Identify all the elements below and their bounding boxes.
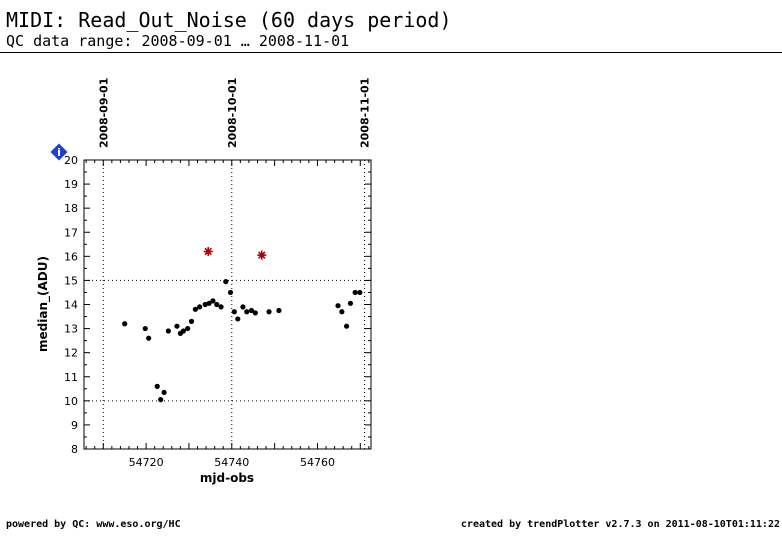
data-point (154, 383, 160, 389)
data-point (357, 289, 363, 296)
data-point (188, 318, 195, 324)
x-tick-label: 54740 (214, 456, 249, 469)
date-marker-label: 2008-10-01 (226, 78, 239, 148)
data-point (142, 325, 148, 332)
footer-powered-by: powered by QC: www.eso.org/HC (6, 519, 181, 530)
y-axis-label: median_(ADU) (36, 256, 51, 352)
data-point (347, 300, 354, 306)
data-point (158, 397, 164, 403)
data-point (352, 289, 358, 296)
date-marker-layer: 2008-09-01 2008-10-01 2008-11-01 (97, 78, 372, 449)
y-tick-label: 14 (64, 299, 78, 312)
data-point (146, 335, 152, 341)
y-tick-label: 20 (64, 154, 78, 167)
page-subtitle: QC data range: 2008-09-01 … 2008-11-01 (6, 32, 350, 50)
y-tick-label: 9 (71, 419, 78, 432)
y-tick-label: 12 (64, 347, 78, 360)
data-point (161, 389, 167, 396)
data-point (197, 304, 203, 310)
y-tick-label: 8 (71, 443, 78, 456)
data-point-layer (122, 247, 363, 403)
data-point (248, 307, 255, 314)
x-axis-label: mjd-obs (200, 471, 254, 485)
data-point (223, 279, 229, 285)
data-point (174, 323, 180, 329)
plot-frame (83, 159, 372, 450)
data-point (227, 289, 234, 296)
data-point (235, 316, 241, 322)
data-point (276, 307, 282, 314)
star-core (206, 249, 211, 254)
page-title: MIDI: Read_Out_Noise (60 days period) (6, 8, 452, 32)
grid-layer (84, 279, 371, 402)
data-point (339, 309, 345, 315)
data-point (343, 323, 350, 329)
info-badge-label: i (57, 146, 61, 159)
date-marker-label: 2008-11-01 (359, 78, 372, 148)
outlier-star-point (257, 250, 267, 260)
data-point (240, 304, 246, 310)
y-tick-label: 17 (64, 226, 78, 239)
axis-tick-layer: 8 9 10 11 12 13 14 15 16 17 18 19 20 54720 54740 54760 (64, 154, 371, 469)
star-core (259, 253, 264, 258)
date-marker-label: 2008-09-01 (97, 78, 110, 148)
data-point (206, 300, 212, 306)
plot-frame-layer (83, 159, 372, 450)
data-point (122, 321, 128, 327)
data-point (165, 328, 171, 334)
y-tick-label: 15 (64, 274, 78, 287)
data-point (185, 325, 191, 332)
data-point (214, 301, 220, 308)
data-point (218, 304, 224, 310)
title-divider (0, 52, 782, 53)
data-point (252, 310, 258, 316)
y-tick-label: 11 (64, 371, 78, 384)
data-point (180, 328, 186, 334)
y-tick-label: 19 (64, 178, 78, 191)
footer-created-by: created by trendPlotter v2.7.3 on 2011-0… (460, 519, 780, 530)
y-tick-label: 10 (64, 395, 78, 408)
data-point (192, 306, 198, 312)
outlier-star-point (203, 247, 213, 257)
data-point (266, 309, 272, 315)
data-point (210, 298, 216, 304)
data-point (335, 303, 341, 309)
data-point (244, 309, 250, 315)
y-tick-label: 13 (64, 323, 78, 336)
x-tick-label: 54760 (300, 456, 335, 469)
x-tick-label: 54720 (129, 456, 164, 469)
data-point (231, 309, 237, 315)
y-tick-label: 16 (64, 250, 78, 263)
y-tick-label: 18 (64, 202, 78, 215)
